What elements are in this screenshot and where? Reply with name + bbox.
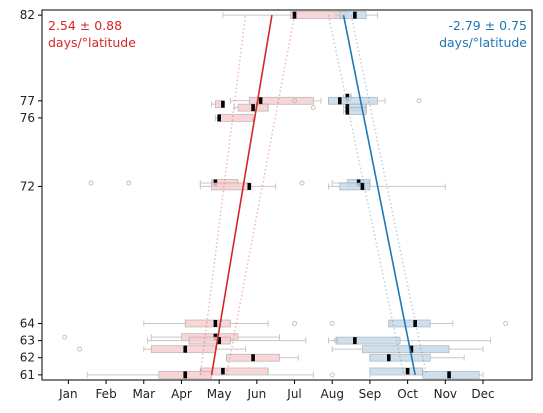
- autumn-median-mark: [353, 337, 357, 345]
- autumn-median-mark: [405, 367, 410, 375]
- spring-box: [150, 345, 216, 354]
- x-tick-label: Mar: [132, 387, 155, 401]
- y-tick-label: 63: [20, 334, 35, 348]
- x-axis: Jan Feb Mar Apr May Jun Jul Aug Sep Oct Nov Dec: [58, 380, 495, 401]
- spring-median-mark: [251, 104, 255, 112]
- spring-outlier-point: [299, 180, 305, 186]
- spring-box: [248, 96, 314, 105]
- spring-confidence-line: [199, 15, 247, 375]
- spring-median-mark: [292, 11, 297, 19]
- autumn-outlier-point: [329, 321, 335, 326]
- x-tick-label: Dec: [471, 387, 494, 401]
- y-tick-label: 76: [20, 111, 35, 125]
- autumn-box: [369, 353, 431, 362]
- y-tick-label: 62: [20, 351, 35, 365]
- spring-outlier-point: [88, 180, 94, 186]
- spring-series: [62, 11, 348, 379]
- y-tick-label: 64: [20, 316, 35, 330]
- y-tick-label: 72: [20, 179, 35, 193]
- spring-median-mark: [258, 97, 263, 105]
- x-tick-label: Sep: [359, 387, 382, 401]
- autumn-slope-annotation-value: -2.79 ± 0.75: [448, 18, 527, 33]
- spring-outlier-point: [62, 334, 68, 340]
- x-tick-label: May: [207, 387, 232, 401]
- spring-median-mark: [217, 337, 221, 345]
- y-axis: 61 62 63 64 72 76 77 82: [20, 8, 42, 382]
- autumn-outlier-point: [329, 372, 335, 378]
- spring-slope-annotation-value: 2.54 ± 0.88: [48, 18, 122, 33]
- spring-outlier-point: [77, 346, 83, 352]
- autumn-box: [422, 370, 480, 379]
- autumn-box: [388, 319, 431, 328]
- spring-outlier-point: [310, 105, 316, 111]
- autumn-median-mark: [409, 345, 414, 353]
- spring-box: [218, 114, 254, 122]
- x-tick-label: Oct: [397, 387, 418, 401]
- autumn-box: [335, 336, 401, 345]
- autumn-trend-line: [342, 14, 416, 376]
- spring-median-mark: [221, 367, 225, 375]
- spring-median-mark: [183, 345, 188, 353]
- autumn-median-mark: [386, 354, 391, 362]
- autumn-outlier-point: [333, 338, 339, 344]
- autumn-box: [328, 96, 378, 105]
- autumn-median-mark: [337, 97, 342, 105]
- axes-frame: [41, 9, 533, 381]
- x-tick-label: Apr: [171, 387, 192, 401]
- y-tick-label: 61: [20, 368, 35, 382]
- spring-median-mark: [221, 100, 225, 108]
- plot-area: [62, 11, 509, 379]
- spring-median-mark: [213, 319, 218, 327]
- autumn-median-mark: [360, 182, 365, 190]
- autumn-median-mark: [447, 371, 451, 379]
- spring-box: [188, 336, 231, 345]
- autumn-slope-annotation-unit: days/°latitude: [439, 35, 527, 50]
- spring-median-mark: [183, 371, 188, 379]
- spring-outlier-point: [292, 98, 297, 104]
- autumn-outlier-point: [503, 321, 509, 326]
- autumn-box: [339, 182, 371, 191]
- spring-outlier-point: [126, 180, 132, 186]
- autumn-confidence-line: [350, 14, 428, 376]
- x-tick-label: Jan: [58, 387, 78, 401]
- autumn-series: [327, 11, 509, 379]
- spring-median-mark: [247, 182, 252, 190]
- y-tick-label: 77: [20, 94, 35, 108]
- x-tick-label: Jun: [246, 387, 266, 401]
- spring-trend-line: [210, 15, 273, 375]
- autumn-box: [361, 345, 450, 354]
- spring-median-mark: [217, 114, 221, 122]
- x-tick-label: Jul: [286, 387, 301, 401]
- spring-outlier-point: [292, 321, 297, 326]
- spring-box: [184, 319, 231, 328]
- spring-slope-annotation-unit: days/°latitude: [48, 35, 136, 50]
- spring-confidence-line: [226, 15, 296, 375]
- spring-median-mark: [251, 354, 255, 362]
- autumn-median-mark: [345, 107, 350, 115]
- autumn-box: [339, 11, 367, 20]
- x-tick-label: Feb: [95, 387, 116, 401]
- x-tick-label: Aug: [321, 387, 344, 401]
- autumn-outlier-point: [416, 98, 422, 104]
- y-tick-label: 82: [20, 8, 35, 22]
- autumn-median-mark: [413, 319, 417, 327]
- x-tick-label: Nov: [434, 387, 457, 401]
- autumn-median-mark: [353, 11, 357, 19]
- autumn-confidence-line: [327, 14, 405, 376]
